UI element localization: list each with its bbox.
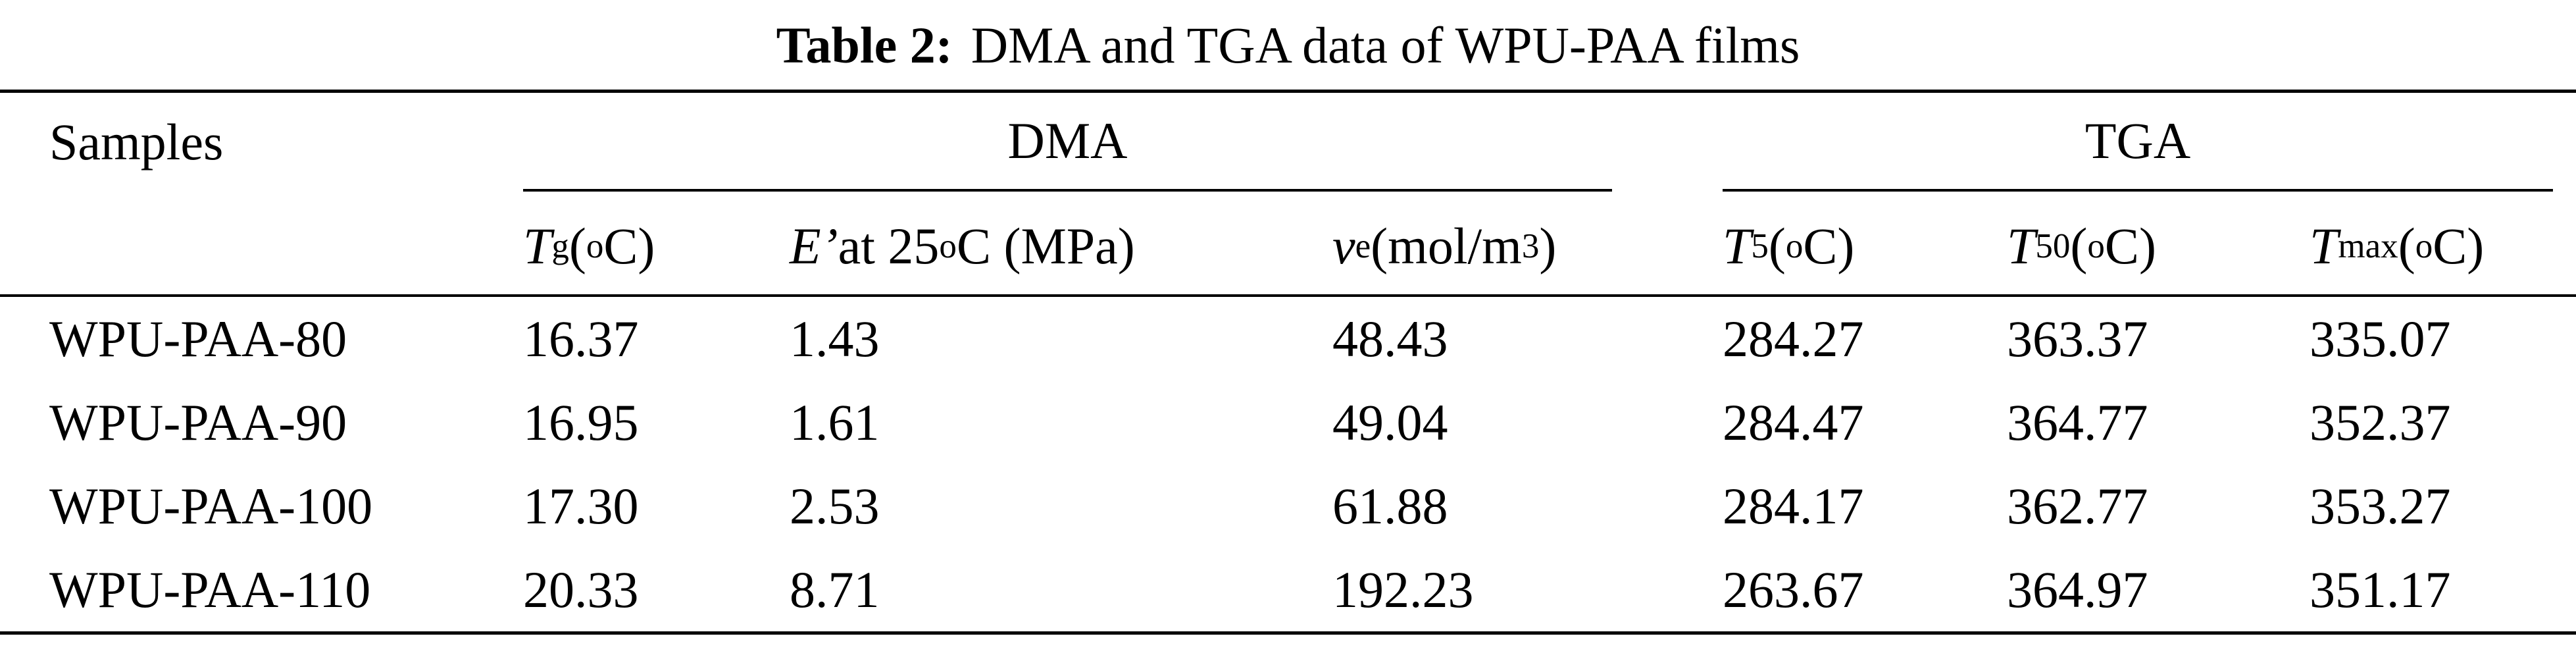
cell-t50: 362.77 bbox=[2007, 477, 2148, 535]
column-header-t50: T 50 (o C) bbox=[2007, 192, 2310, 297]
column-header-samples: Samples bbox=[49, 113, 224, 171]
tg-unit-pre: ( bbox=[568, 217, 586, 275]
t5-symbol: T bbox=[1723, 217, 1752, 275]
cell-t50: 364.77 bbox=[2007, 393, 2148, 451]
header-spacer bbox=[0, 192, 523, 297]
cell-t5: 284.17 bbox=[1723, 477, 1864, 535]
group-header-tga-label: TGA bbox=[1723, 93, 2553, 192]
table-caption: Table 2: DMA and TGA data of WPU-PAA fil… bbox=[0, 0, 2576, 91]
cell-ve: 49.04 bbox=[1332, 393, 1448, 451]
tmax-unit-post: C) bbox=[2433, 217, 2485, 275]
cell-t5: 263.67 bbox=[1723, 560, 1864, 618]
cell-e25: 1.61 bbox=[790, 393, 880, 451]
e25-unit-post: C (MPa) bbox=[956, 217, 1135, 275]
t50-unit-pre: ( bbox=[2070, 217, 2088, 275]
cell-t5: 284.27 bbox=[1723, 309, 1864, 367]
cell-tmax: 351.17 bbox=[2310, 560, 2451, 618]
cell-tg: 16.95 bbox=[523, 393, 639, 451]
cell-t5: 284.47 bbox=[1723, 393, 1864, 451]
e25-mid: at 25 bbox=[838, 217, 940, 275]
tmax-unit-pre: ( bbox=[2398, 217, 2415, 275]
cell-sample: WPU-PAA-80 bbox=[49, 309, 347, 367]
group-header-dma-label: DMA bbox=[523, 93, 1612, 192]
cell-ve: 61.88 bbox=[1332, 477, 1448, 535]
cell-ve: 192.23 bbox=[1332, 560, 1474, 618]
tmax-symbol: T bbox=[2310, 217, 2338, 275]
cell-e25: 8.71 bbox=[790, 560, 880, 618]
group-header-tga: TGA bbox=[1723, 93, 2576, 192]
cell-sample: WPU-PAA-100 bbox=[49, 477, 373, 535]
tg-symbol: T bbox=[523, 217, 552, 275]
t50-unit-post: C) bbox=[2104, 217, 2156, 275]
cell-tmax: 352.37 bbox=[2310, 393, 2451, 451]
t5-unit-post: C) bbox=[1803, 217, 1855, 275]
table-caption-label: Table 2: bbox=[776, 16, 953, 74]
t5-unit-pre: ( bbox=[1768, 217, 1786, 275]
ve-unit-post: ) bbox=[1539, 217, 1557, 275]
cell-e25: 1.43 bbox=[790, 309, 880, 367]
ve-unit-pre: (mol/m bbox=[1371, 217, 1522, 275]
tg-unit-post: C) bbox=[603, 217, 655, 275]
cell-tg: 20.33 bbox=[523, 560, 639, 618]
cell-tmax: 335.07 bbox=[2310, 309, 2451, 367]
cell-sample: WPU-PAA-90 bbox=[49, 393, 347, 451]
e25-symbol: E’ bbox=[790, 217, 838, 275]
cell-tg: 17.30 bbox=[523, 477, 639, 535]
table-caption-text: DMA and TGA data of WPU-PAA films bbox=[971, 16, 1800, 74]
cell-t50: 364.97 bbox=[2007, 560, 2148, 618]
cell-ve: 48.43 bbox=[1332, 309, 1448, 367]
cell-tg: 16.37 bbox=[523, 309, 639, 367]
cell-tmax: 353.27 bbox=[2310, 477, 2451, 535]
cell-t50: 363.37 bbox=[2007, 309, 2148, 367]
group-header-dma: DMA bbox=[523, 93, 1723, 192]
t50-symbol: T bbox=[2007, 217, 2036, 275]
cell-e25: 2.53 bbox=[790, 477, 880, 535]
cell-sample: WPU-PAA-110 bbox=[49, 560, 371, 618]
column-header-e25: E’ at 25 o C (MPa) bbox=[790, 192, 1332, 297]
ve-symbol: v bbox=[1332, 217, 1355, 275]
